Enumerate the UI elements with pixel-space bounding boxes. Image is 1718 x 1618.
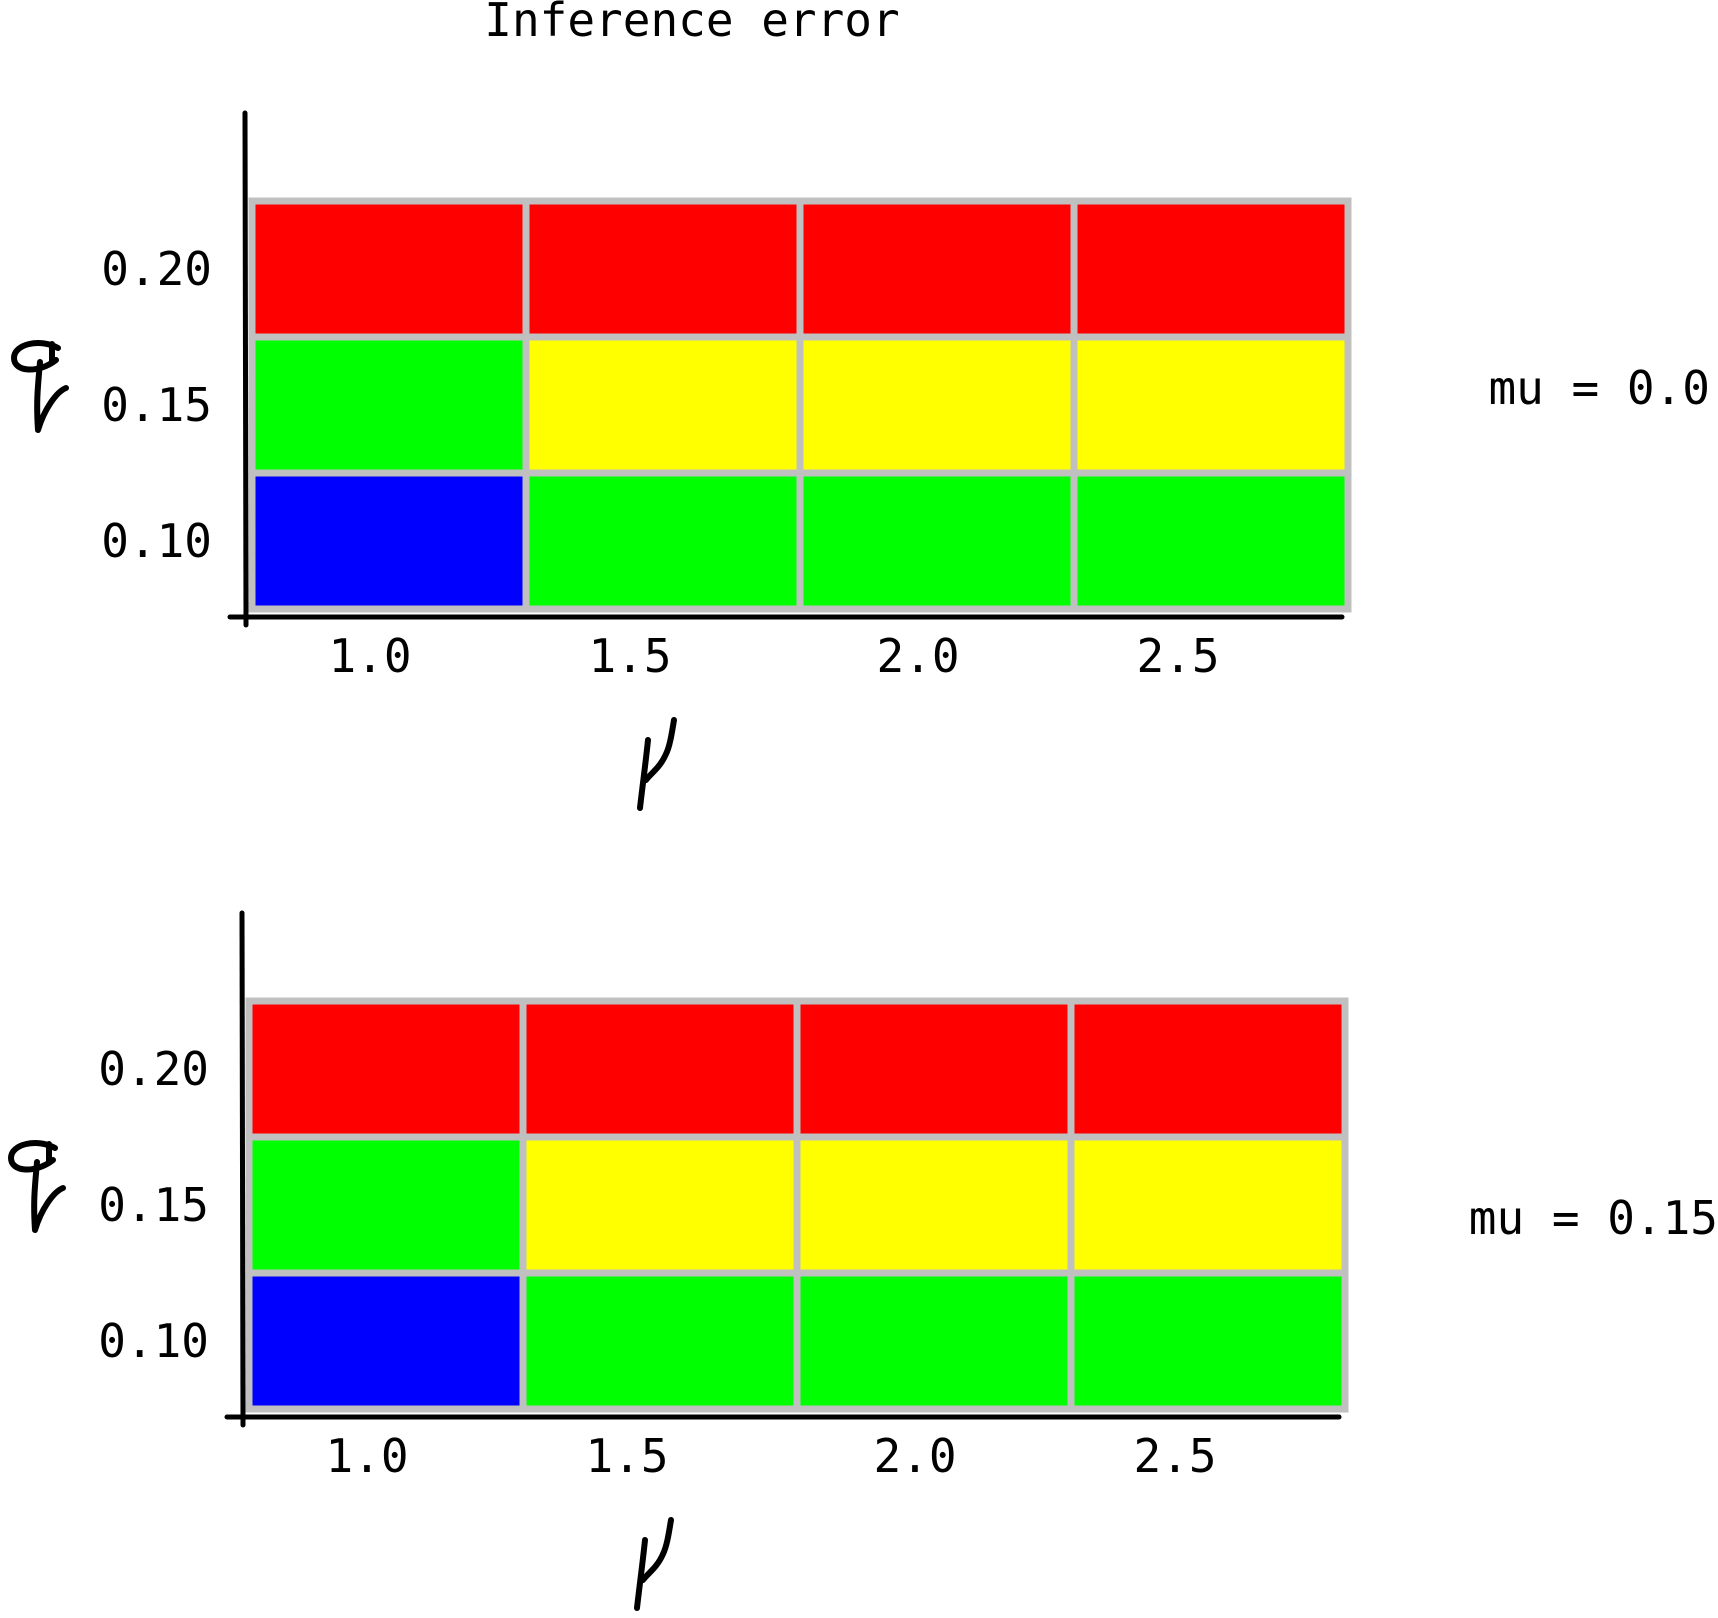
nu-icon	[637, 717, 677, 811]
heatmap-cell	[248, 469, 530, 613]
heatmap-cell	[796, 197, 1078, 341]
y-tick-label: 0.15	[98, 1178, 209, 1232]
heatmap-cell	[1070, 469, 1352, 613]
heatmap-cell	[793, 1269, 1075, 1413]
y-axis-line	[239, 910, 246, 1428]
heatmap-cell	[522, 333, 804, 477]
x-tick-label: 1.0	[325, 1429, 408, 1483]
heatmap-cell	[793, 997, 1075, 1141]
heatmap-cell	[245, 1133, 527, 1277]
heatmap-cell	[1067, 997, 1349, 1141]
chart-title: Inference error	[484, 0, 899, 47]
x-tick-label: 1.5	[588, 629, 671, 683]
heatmap-cell	[248, 197, 530, 341]
heatmap-panel-1: 0.20 0.15 0.10 1.0 1.5 2.0 2.5 mu = 0.0	[11, 110, 1710, 811]
heatmap-cell	[248, 333, 530, 477]
heatmap-cell	[245, 1269, 527, 1413]
x-tick-label: 1.5	[585, 1429, 668, 1483]
heatmap-cell	[1070, 197, 1352, 341]
q-icon	[11, 340, 69, 433]
heatmap-cell	[1070, 333, 1352, 477]
q-icon	[8, 1140, 66, 1233]
x-tick-label: 2.0	[876, 629, 959, 683]
x-tick-label: 1.0	[328, 629, 411, 683]
heatmap-cell	[245, 997, 527, 1141]
heatmap-cell	[519, 1133, 801, 1277]
y-tick-label: 0.20	[98, 1042, 209, 1096]
x-tick-label: 2.5	[1133, 1429, 1216, 1483]
panel-label: mu = 0.0	[1488, 361, 1710, 415]
heatmap-panel-2: 0.20 0.15 0.10 1.0 1.5 2.0 2.5 mu = 0.15	[8, 910, 1718, 1611]
x-tick-label: 2.0	[873, 1429, 956, 1483]
x-tick-label: 2.5	[1136, 629, 1219, 683]
heatmap-cell	[1067, 1269, 1349, 1413]
y-tick-label: 0.10	[101, 514, 212, 568]
heatmap-cell	[519, 1269, 801, 1413]
heatmap-cell	[519, 997, 801, 1141]
nu-icon	[634, 1517, 674, 1611]
y-tick-label: 0.10	[98, 1314, 209, 1368]
heatmap-cell	[793, 1133, 1075, 1277]
heatmap-cell	[796, 469, 1078, 613]
y-tick-label: 0.20	[101, 242, 212, 296]
y-axis-line	[242, 110, 249, 628]
heatmap-cell	[1067, 1133, 1349, 1277]
heatmap-cell	[796, 333, 1078, 477]
heatmap-cell	[522, 197, 804, 341]
panel-label: mu = 0.15	[1469, 1191, 1718, 1245]
heatmap-cell	[522, 469, 804, 613]
y-tick-label: 0.15	[101, 378, 212, 432]
